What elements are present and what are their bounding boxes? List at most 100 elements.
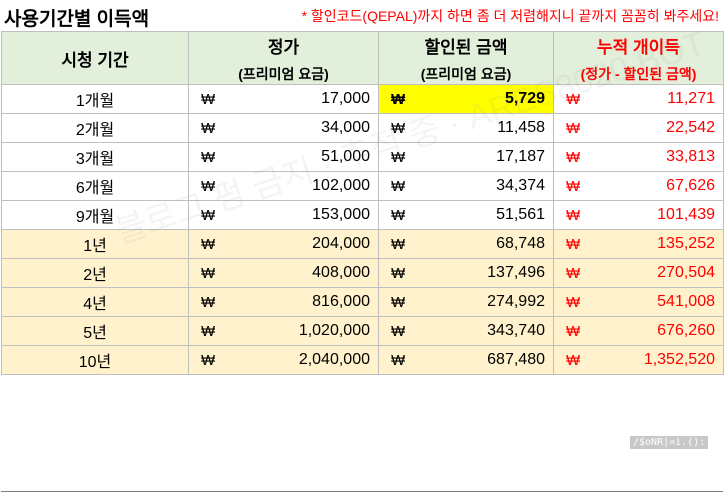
gain-value: 676,260 [657, 322, 715, 339]
won-sign: ₩ [391, 90, 406, 108]
won-sign: ₩ [566, 322, 581, 340]
won-sign: ₩ [201, 119, 216, 137]
price-cell: ₩1,020,000 [188, 316, 379, 346]
won-sign: ₩ [566, 148, 581, 166]
won-sign: ₩ [201, 235, 216, 253]
gain-cell: ₩67,626 [553, 171, 724, 201]
discount-cell: ₩34,374 [378, 171, 554, 201]
bottom-divider [1, 491, 723, 492]
price-value: 816,000 [312, 293, 370, 310]
won-sign: ₩ [566, 177, 581, 195]
price-value: 17,000 [321, 90, 370, 107]
discount-value: 274,992 [487, 293, 545, 310]
won-sign: ₩ [201, 264, 216, 282]
table-row: 1개월 ₩17,000 ₩5,729 ₩11,271 [1, 84, 724, 114]
discount-value: 68,748 [496, 235, 545, 252]
discount-cell: ₩5,729 [378, 84, 554, 114]
price-value: 34,000 [321, 119, 370, 136]
table-row: 3개월 ₩51,000 ₩17,187 ₩33,813 [1, 142, 724, 172]
discount-cell: ₩17,187 [378, 142, 554, 172]
discount-value: 51,561 [496, 206, 545, 223]
discount-value: 17,187 [496, 148, 545, 165]
header-discount-label: 할인된 금액 [424, 37, 508, 57]
price-cell: ₩408,000 [188, 258, 379, 288]
period-cell: 6개월 [1, 171, 189, 201]
won-sign: ₩ [201, 322, 216, 340]
won-sign: ₩ [566, 264, 581, 282]
corner-stamp: /$oNR|=i.(): [630, 436, 709, 449]
header-gain-sub: (정가 - 할인된 금액) [580, 65, 697, 82]
discount-value: 11,458 [497, 119, 545, 136]
gain-value: 541,008 [657, 293, 715, 310]
header-period: 시청 기간 [1, 31, 189, 85]
won-sign: ₩ [391, 293, 406, 311]
won-sign: ₩ [201, 177, 216, 195]
price-value: 408,000 [312, 264, 370, 281]
won-sign: ₩ [391, 264, 406, 282]
gain-cell: ₩33,813 [553, 142, 724, 172]
table-row: 4년 ₩816,000 ₩274,992 ₩541,008 [1, 287, 724, 317]
price-cell: ₩17,000 [188, 84, 379, 114]
won-sign: ₩ [566, 235, 581, 253]
header-period-label: 시청 기간 [61, 50, 129, 70]
price-value: 2,040,000 [298, 351, 370, 368]
table-row: 5년 ₩1,020,000 ₩343,740 ₩676,260 [1, 316, 724, 346]
gain-value: 67,626 [666, 177, 715, 194]
discount-cell: ₩51,561 [378, 200, 554, 230]
header-price-label: 정가 [267, 37, 300, 57]
gain-cell: ₩270,504 [553, 258, 724, 288]
won-sign: ₩ [566, 351, 581, 369]
period-cell: 5년 [1, 316, 189, 346]
gain-value: 22,542 [666, 119, 715, 136]
won-sign: ₩ [391, 351, 406, 369]
price-value: 51,000 [321, 148, 370, 165]
period-cell: 1개월 [1, 84, 189, 114]
gain-cell: ₩11,271 [553, 84, 724, 114]
price-cell: ₩51,000 [188, 142, 379, 172]
gain-cell: ₩135,252 [553, 229, 724, 259]
gain-cell: ₩101,439 [553, 200, 724, 230]
period-cell: 2년 [1, 258, 189, 288]
won-sign: ₩ [201, 351, 216, 369]
won-sign: ₩ [201, 148, 216, 166]
gain-value: 270,504 [657, 264, 715, 281]
table-row: 10년 ₩2,040,000 ₩687,480 ₩1,352,520 [1, 345, 724, 375]
won-sign: ₩ [391, 148, 406, 166]
header-gain: 누적 개이득 (정가 - 할인된 금액) [553, 31, 724, 85]
price-value: 204,000 [312, 235, 370, 252]
page-title: 사용기간별 이득액 [4, 9, 150, 30]
gain-cell: ₩1,352,520 [553, 345, 724, 375]
gain-value: 11,271 [667, 90, 715, 107]
gain-value: 33,813 [666, 148, 715, 165]
price-cell: ₩102,000 [188, 171, 379, 201]
discount-cell: ₩343,740 [378, 316, 554, 346]
period-cell: 3개월 [1, 142, 189, 172]
won-sign: ₩ [566, 119, 581, 137]
won-sign: ₩ [566, 293, 581, 311]
header-discount: 할인된 금액 (프리미엄 요금) [378, 31, 554, 85]
gain-value: 101,439 [657, 206, 715, 223]
discount-cell: ₩68,748 [378, 229, 554, 259]
won-sign: ₩ [391, 322, 406, 340]
period-cell: 4년 [1, 287, 189, 317]
discount-cell: ₩11,458 [378, 113, 554, 143]
price-cell: ₩2,040,000 [188, 345, 379, 375]
period-cell: 2개월 [1, 113, 189, 143]
table-row: 1년 ₩204,000 ₩68,748 ₩135,252 [1, 229, 724, 259]
period-cell: 9개월 [1, 200, 189, 230]
period-cell: 10년 [1, 345, 189, 375]
table-row: 9개월 ₩153,000 ₩51,561 ₩101,439 [1, 200, 724, 230]
gain-cell: ₩541,008 [553, 287, 724, 317]
price-cell: ₩816,000 [188, 287, 379, 317]
won-sign: ₩ [201, 206, 216, 224]
gain-cell: ₩676,260 [553, 316, 724, 346]
price-value: 153,000 [312, 206, 370, 223]
discount-value: 343,740 [487, 322, 545, 339]
header-gain-label: 누적 개이득 [597, 37, 680, 57]
gain-value: 135,252 [657, 235, 715, 252]
discount-code-note: * 할인코드(QEPAL)까지 하면 좀 더 저렴해지니 끝까지 꼼꼼히 봐주세… [301, 8, 719, 24]
discount-value: 34,374 [496, 177, 545, 194]
won-sign: ₩ [391, 206, 406, 224]
discount-cell: ₩687,480 [378, 345, 554, 375]
table-row: 6개월 ₩102,000 ₩34,374 ₩67,626 [1, 171, 724, 201]
